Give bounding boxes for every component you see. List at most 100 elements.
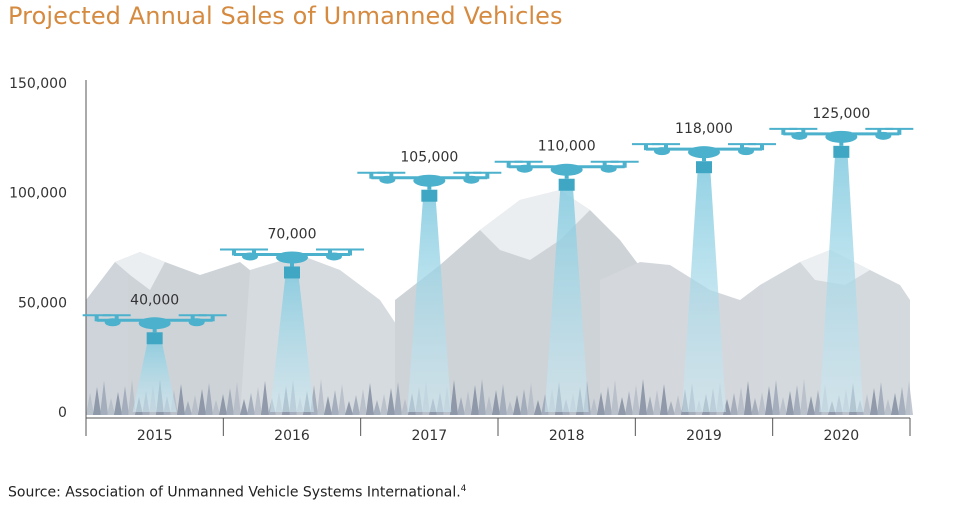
tree-shape bbox=[219, 394, 227, 415]
x-tick-label: 2016 bbox=[274, 428, 310, 444]
tree-shape bbox=[534, 400, 542, 415]
tree-shape bbox=[499, 384, 507, 415]
tree-shape bbox=[597, 392, 605, 415]
tree-shape bbox=[765, 386, 773, 415]
drone-marker bbox=[769, 127, 914, 158]
data-labels: 40,000 70,000 105,000 110,000 118,000 125,000 bbox=[130, 106, 870, 308]
tree-shape bbox=[485, 396, 493, 415]
tree-shape bbox=[121, 386, 129, 415]
x-tick-label: 2018 bbox=[549, 428, 585, 444]
chart-title: Projected Annual Sales of Unmanned Vehic… bbox=[8, 2, 563, 30]
x-tick-label: 2017 bbox=[412, 428, 448, 444]
tree-shape bbox=[891, 393, 899, 415]
tree-shape bbox=[667, 401, 675, 415]
tree-shape bbox=[450, 380, 458, 415]
tree-shape bbox=[352, 395, 360, 415]
data-label: 118,000 bbox=[675, 121, 733, 137]
tree-shape bbox=[401, 399, 409, 415]
tree-shape bbox=[254, 387, 262, 415]
tree-shape bbox=[506, 401, 514, 415]
tree-shape bbox=[779, 397, 787, 415]
data-label: 70,000 bbox=[268, 226, 317, 242]
beams-layer bbox=[132, 149, 864, 413]
data-label: 40,000 bbox=[130, 292, 179, 308]
tree-shape bbox=[457, 397, 465, 415]
tree-shape bbox=[338, 384, 346, 415]
data-bar-beam bbox=[819, 149, 864, 413]
tree-shape bbox=[86, 393, 94, 415]
tree-shape bbox=[492, 390, 500, 415]
tree-shape bbox=[345, 401, 353, 415]
tree-shape bbox=[478, 379, 486, 415]
source-text: Source: Association of Unmanned Vehicle … bbox=[8, 484, 461, 501]
tree-shape bbox=[646, 396, 654, 415]
tree-shape bbox=[513, 395, 521, 415]
tree-shape bbox=[800, 379, 808, 415]
tree-shape bbox=[786, 391, 794, 415]
tree-shape bbox=[653, 390, 661, 415]
data-bar-beam bbox=[682, 165, 726, 412]
y-tick-label: 150,000 bbox=[9, 76, 67, 92]
tree-shape bbox=[604, 386, 612, 415]
data-bar-beam bbox=[407, 193, 452, 412]
y-tick-label: 0 bbox=[58, 405, 67, 421]
tree-shape bbox=[233, 382, 241, 415]
tree-shape bbox=[394, 382, 402, 415]
drone-marker bbox=[632, 143, 776, 174]
x-tick-label: 2015 bbox=[137, 428, 173, 444]
tree-shape bbox=[177, 384, 185, 415]
tree-shape bbox=[317, 379, 325, 415]
tree-shape bbox=[366, 383, 374, 415]
tree-shape bbox=[807, 396, 815, 415]
y-axis-ticks: 0 50,000 100,000 150,000 bbox=[9, 76, 67, 421]
tree-shape bbox=[744, 381, 752, 415]
source-footnote: 4 bbox=[460, 484, 467, 494]
data-label: 110,000 bbox=[538, 139, 596, 155]
tree-shape bbox=[107, 398, 115, 415]
tree-shape bbox=[226, 388, 234, 415]
tree-shape bbox=[114, 392, 122, 415]
tree-shape bbox=[758, 392, 766, 415]
drones-layer bbox=[82, 127, 914, 345]
data-bar-beam bbox=[544, 182, 589, 412]
tree-shape bbox=[331, 390, 339, 415]
tree-shape bbox=[611, 380, 619, 415]
tree-shape bbox=[100, 381, 108, 415]
y-tick-label: 50,000 bbox=[18, 295, 67, 311]
x-tick-label: 2020 bbox=[824, 428, 860, 444]
tree-shape bbox=[639, 379, 647, 415]
x-axis-ticks: 2015 2016 2017 2018 2019 2020 bbox=[85, 418, 911, 444]
tree-shape bbox=[674, 395, 682, 415]
tree-shape bbox=[625, 391, 633, 415]
tree-shape bbox=[632, 385, 640, 415]
x-tick-label: 2019 bbox=[686, 428, 722, 444]
tree-shape bbox=[618, 397, 626, 415]
y-tick-label: 100,000 bbox=[9, 186, 67, 202]
tree-shape bbox=[205, 383, 213, 415]
tree-shape bbox=[93, 387, 101, 415]
tree-shape bbox=[324, 396, 332, 415]
tree-shape bbox=[772, 380, 780, 415]
data-label: 105,000 bbox=[400, 150, 458, 166]
tree-shape bbox=[793, 385, 801, 415]
drone-marker bbox=[494, 160, 639, 191]
tree-shape bbox=[212, 400, 220, 415]
tree-shape bbox=[184, 401, 192, 415]
drone-marker bbox=[357, 171, 502, 202]
tree-shape bbox=[380, 394, 388, 415]
tree-shape bbox=[898, 387, 906, 415]
data-bar-beam bbox=[132, 336, 177, 412]
data-bar-beam bbox=[270, 270, 314, 412]
source-note: Source: Association of Unmanned Vehicle … bbox=[8, 484, 466, 501]
tree-shape bbox=[464, 391, 472, 415]
tree-shape bbox=[359, 389, 367, 415]
tree-shape bbox=[373, 400, 381, 415]
tree-shape bbox=[863, 394, 871, 415]
tree-shape bbox=[905, 381, 913, 415]
tree-shape bbox=[520, 389, 528, 415]
tree-shape bbox=[261, 381, 269, 415]
tree-shape bbox=[660, 384, 668, 415]
tree-shape bbox=[884, 399, 892, 415]
tree-shape bbox=[877, 382, 885, 415]
